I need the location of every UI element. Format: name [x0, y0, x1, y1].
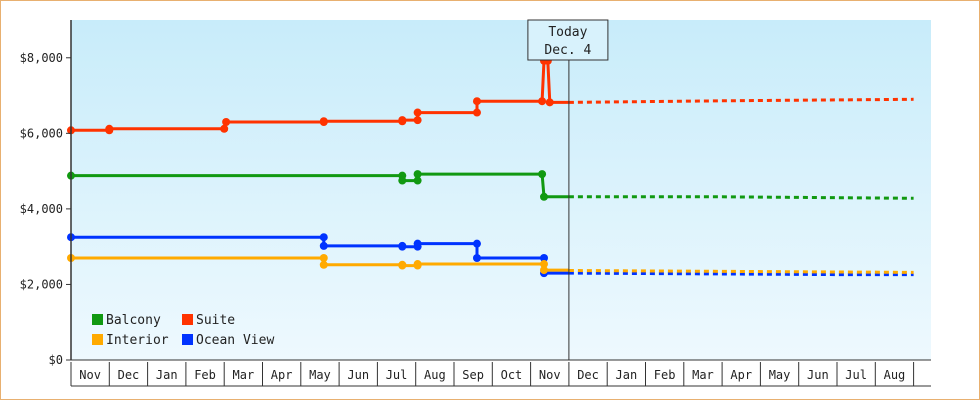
data-point-suite [472, 108, 481, 117]
today-label-box [527, 19, 609, 61]
legend-swatch-ocean-view [182, 334, 193, 345]
data-point-suite [398, 116, 407, 125]
y-tick-label: $2,000 [20, 277, 63, 291]
data-point-interior [319, 254, 328, 262]
x-tick-label: May [309, 368, 331, 382]
data-point-suite [319, 117, 328, 126]
data-point-suite [472, 97, 481, 106]
y-tick-label: $4,000 [20, 202, 63, 216]
today-marker: Today Dec. 4 [527, 19, 609, 360]
x-tick-label: Nov [79, 368, 101, 382]
today-date: Dec. 4 [544, 43, 591, 58]
data-point-suite [220, 124, 229, 133]
x-tick-label: Jun [347, 368, 369, 382]
forecast-line-ocean-view [568, 271, 914, 277]
data-point-ocean-view [472, 239, 481, 248]
forecast-line-interior [568, 269, 914, 274]
x-tick-label: Apr [271, 368, 293, 382]
data-point-balcony [540, 192, 549, 201]
legend-label-suite: Suite [196, 313, 235, 328]
data-point-suite [413, 108, 422, 117]
data-point-suite [413, 116, 422, 125]
x-tick-label: Sep [462, 368, 484, 382]
data-point-interior [540, 260, 549, 269]
x-tick-label: Feb [654, 368, 676, 382]
data-point-interior [413, 260, 422, 269]
x-tick-label: Mar [233, 368, 255, 382]
x-tick-label: Mar [692, 368, 714, 382]
x-tick-label: Feb [194, 368, 216, 382]
data-point-interior [319, 260, 328, 269]
y-tick-label: $0 [49, 353, 63, 367]
data-point-suite [105, 124, 114, 133]
data-point-ocean-view [413, 239, 422, 248]
x-tick-label: May [769, 368, 791, 382]
data-point-ocean-view [398, 242, 407, 251]
data-point-ocean-view [319, 241, 328, 250]
data-point-suite [538, 97, 547, 106]
data-point-balcony [413, 170, 422, 179]
legend-swatch-balcony [92, 314, 103, 325]
x-tick-label: Nov [539, 368, 561, 382]
data-point-balcony [538, 170, 547, 179]
y-tick-label: $6,000 [20, 126, 63, 140]
x-tick-label: Jul [845, 368, 867, 382]
x-tick-label: Apr [730, 368, 752, 382]
legend-swatch-suite [182, 314, 193, 325]
data-point-suite [545, 98, 554, 107]
x-tick-label: Dec [118, 368, 140, 382]
data-point-balcony [398, 176, 407, 185]
legend-label-ocean-view: Ocean View [196, 333, 274, 348]
series-layer [67, 56, 914, 278]
x-tick-label: Oct [501, 368, 523, 382]
data-point-interior [540, 266, 549, 275]
data-point-balcony [413, 176, 422, 185]
x-tick-label: Dec [577, 368, 599, 382]
x-tick-label: Aug [424, 368, 446, 382]
forecast-line-balcony [568, 195, 914, 200]
x-tick-label: Jul [386, 368, 408, 382]
x-tick-label: Aug [884, 368, 906, 382]
forecast-line-suite [568, 97, 914, 104]
data-point-ocean-view [319, 233, 328, 242]
today-label: Today [548, 25, 587, 40]
legend-label-balcony: Balcony [106, 313, 161, 328]
axes: $0 $2,000 $4,000 $6,000 $8,000 Nov Dec Jan Feb Ma… [20, 20, 931, 387]
x-tick-label: Jan [156, 368, 178, 382]
legend-swatch-interior [92, 334, 103, 345]
data-point-ocean-view [540, 254, 549, 262]
legend-label-interior: Interior [106, 333, 169, 348]
data-point-suite [222, 118, 231, 126]
x-tick-label: Jan [616, 368, 638, 382]
data-point-ocean-view [472, 254, 481, 262]
y-tick-label: $8,000 [20, 51, 63, 65]
x-tick-label: Jun [807, 368, 829, 382]
legend: Balcony Suite Interior Ocean View [92, 313, 274, 348]
data-point-interior [398, 261, 407, 270]
plot-area [71, 20, 931, 360]
